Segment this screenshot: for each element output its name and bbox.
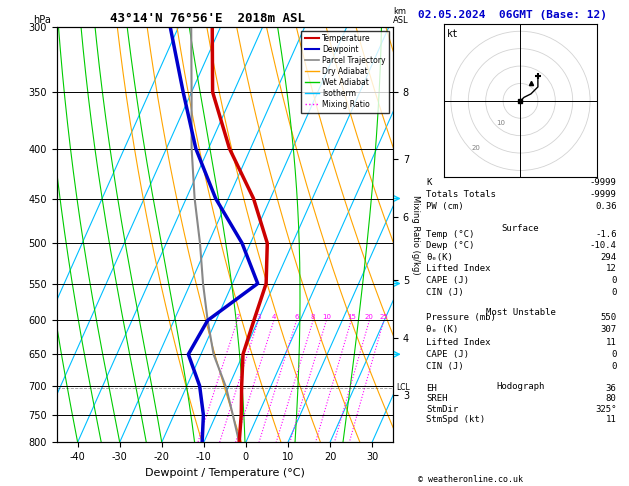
- Text: 10: 10: [322, 314, 331, 320]
- Text: Temp (°C): Temp (°C): [426, 229, 475, 239]
- Text: 10: 10: [496, 120, 505, 126]
- Text: EH: EH: [426, 384, 437, 393]
- Text: -9999: -9999: [590, 190, 616, 199]
- Text: StmSpd (kt): StmSpd (kt): [426, 415, 486, 424]
- Text: Pressure (mb): Pressure (mb): [426, 313, 496, 322]
- Text: 36: 36: [606, 384, 616, 393]
- Text: 8: 8: [311, 314, 315, 320]
- Text: CAPE (J): CAPE (J): [426, 276, 469, 285]
- Text: SREH: SREH: [426, 394, 448, 403]
- Text: km
ASL: km ASL: [393, 7, 409, 25]
- Text: CIN (J): CIN (J): [426, 288, 464, 296]
- Text: Surface: Surface: [502, 224, 539, 233]
- Text: 0: 0: [611, 362, 616, 371]
- X-axis label: Dewpoint / Temperature (°C): Dewpoint / Temperature (°C): [145, 468, 305, 478]
- Text: © weatheronline.co.uk: © weatheronline.co.uk: [418, 474, 523, 484]
- Text: 11: 11: [606, 415, 616, 424]
- Text: 3: 3: [256, 314, 260, 320]
- Text: -9999: -9999: [590, 178, 616, 187]
- Text: -10.4: -10.4: [590, 241, 616, 250]
- Text: kt: kt: [447, 29, 459, 39]
- Text: 25: 25: [379, 314, 388, 320]
- Text: -1.6: -1.6: [595, 229, 616, 239]
- Text: 80: 80: [606, 394, 616, 403]
- Text: Most Unstable: Most Unstable: [486, 308, 555, 317]
- Text: 4: 4: [272, 314, 276, 320]
- Text: 43°14'N 76°56'E  2018m ASL: 43°14'N 76°56'E 2018m ASL: [110, 12, 305, 25]
- Text: 20: 20: [472, 144, 481, 151]
- Text: CIN (J): CIN (J): [426, 362, 464, 371]
- Text: 0.36: 0.36: [595, 202, 616, 211]
- Text: StmDir: StmDir: [426, 405, 459, 414]
- Text: PW (cm): PW (cm): [426, 202, 464, 211]
- Text: CAPE (J): CAPE (J): [426, 350, 469, 359]
- Legend: Temperature, Dewpoint, Parcel Trajectory, Dry Adiabat, Wet Adiabat, Isotherm, Mi: Temperature, Dewpoint, Parcel Trajectory…: [301, 31, 389, 113]
- Text: K: K: [426, 178, 432, 187]
- Text: Lifted Index: Lifted Index: [426, 264, 491, 274]
- Text: Hodograph: Hodograph: [496, 382, 545, 391]
- Text: LCL: LCL: [396, 383, 410, 392]
- Text: 11: 11: [606, 337, 616, 347]
- Text: 294: 294: [601, 253, 616, 262]
- Text: 02.05.2024  06GMT (Base: 12): 02.05.2024 06GMT (Base: 12): [418, 10, 607, 20]
- Text: 0: 0: [611, 276, 616, 285]
- Text: 2: 2: [235, 314, 240, 320]
- Text: Totals Totals: Totals Totals: [426, 190, 496, 199]
- Text: 15: 15: [347, 314, 355, 320]
- Text: 12: 12: [606, 264, 616, 274]
- Text: 0: 0: [611, 350, 616, 359]
- Text: 325°: 325°: [595, 405, 616, 414]
- Text: 550: 550: [601, 313, 616, 322]
- Text: hPa: hPa: [33, 15, 51, 25]
- Text: 307: 307: [601, 325, 616, 334]
- Text: 0: 0: [611, 288, 616, 296]
- Text: θₑ(K): θₑ(K): [426, 253, 454, 262]
- Y-axis label: Mixing Ratio (g/kg): Mixing Ratio (g/kg): [411, 195, 420, 274]
- Text: θₑ (K): θₑ (K): [426, 325, 459, 334]
- Text: 6: 6: [294, 314, 299, 320]
- Text: 20: 20: [365, 314, 374, 320]
- Text: Dewp (°C): Dewp (°C): [426, 241, 475, 250]
- Text: Lifted Index: Lifted Index: [426, 337, 491, 347]
